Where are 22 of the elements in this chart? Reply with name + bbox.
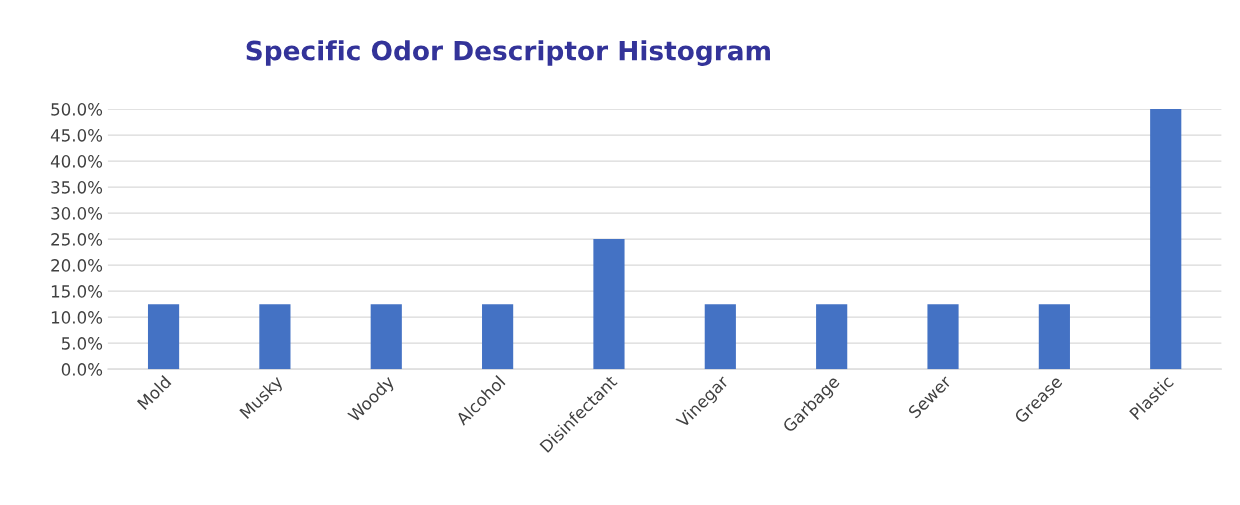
y-tick-label: 15.0% (51, 285, 103, 298)
y-tick-label: 5.0% (61, 337, 103, 350)
y-tick-label: 25.0% (51, 233, 103, 246)
bar (816, 304, 848, 370)
y-tick-label: 0.0% (61, 363, 103, 376)
bar (593, 239, 625, 370)
y-tick-label: 50.0% (51, 103, 103, 116)
bar (147, 304, 180, 370)
y-tick-label: 45.0% (50, 129, 103, 142)
bar (259, 304, 291, 370)
bar (1150, 109, 1182, 370)
bar (1038, 304, 1070, 370)
bar (482, 304, 514, 370)
y-tick-label: 30.0% (51, 207, 103, 220)
bar (927, 304, 959, 370)
y-tick-label: 40.0% (50, 155, 103, 168)
y-tick-label: 35.0% (51, 181, 103, 194)
bar (370, 304, 402, 370)
bar (704, 304, 736, 370)
y-tick-label: 10.0% (51, 311, 103, 324)
y-tick-label: 20.0% (51, 259, 103, 272)
chart-title: Specific Odor Descriptor Histogram (246, 40, 770, 66)
